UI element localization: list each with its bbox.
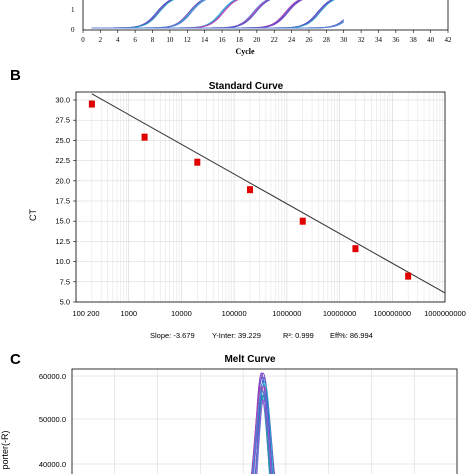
- panel-letter-c: C: [10, 351, 21, 368]
- r-squared-text: R²: 0.999: [283, 331, 314, 340]
- amplification-curve: [91, 0, 175, 29]
- a-xtick-label: 6: [133, 36, 137, 44]
- amplification-plot: 1 0 0 2 4 6 8 10 12 14 16 18 20 22 24 26 28 30 32 34 36 38 4…: [71, 0, 452, 56]
- b-ytick-label: 5.0: [60, 298, 70, 307]
- c-ytick-label: 40000.0: [39, 460, 66, 469]
- b-xtick-label: 10000: [171, 309, 192, 318]
- a-xtick-label: 32: [358, 36, 366, 44]
- a-xtick-label: 18: [236, 36, 244, 44]
- regression-line: [91, 93, 446, 294]
- b-xtick-label: 10000000: [323, 309, 356, 318]
- a-xtick-label: 28: [323, 36, 331, 44]
- melt-curve-line: [251, 372, 275, 474]
- melt-curve-line: [251, 390, 273, 474]
- b-xtick-label: 100 200: [72, 309, 99, 318]
- standard-point: [141, 133, 148, 141]
- y-intercept-text: Y-Inter: 39.229: [212, 331, 261, 340]
- standard-curve-title: Standard Curve: [209, 81, 284, 92]
- a-xtick-label: 40: [427, 36, 435, 44]
- standard-curve-plot-frame: [75, 91, 446, 303]
- b-ytick-label: 22.5: [55, 156, 70, 165]
- a-xtick-label: 10: [166, 36, 174, 44]
- melt-curve-line: [255, 381, 275, 474]
- standard-point: [247, 186, 254, 194]
- standard-curve-y-axis-label: CT: [28, 209, 38, 221]
- melt-curve-line: [256, 390, 273, 474]
- amplification-plot-area: [82, 0, 449, 31]
- a-xtick-label: 0: [81, 36, 85, 44]
- standard-point: [88, 100, 95, 108]
- b-ytick-label: 15.0: [55, 217, 70, 226]
- a-xtick-label: 30: [340, 36, 348, 44]
- a-xtick-label: 16: [219, 36, 227, 44]
- standard-point: [352, 245, 359, 253]
- b-ytick-label: 20.0: [55, 176, 70, 185]
- b-ytick-label: 27.5: [55, 116, 70, 125]
- melt-curve-line: [251, 385, 272, 474]
- a-xtick-label: 42: [445, 36, 453, 44]
- standard-point: [299, 217, 306, 225]
- amplification-curve: [91, 21, 344, 29]
- b-ytick-label: 25.0: [55, 136, 70, 145]
- b-xtick-label: 1000000000: [424, 309, 466, 318]
- b-xtick-label: 1000000: [272, 309, 301, 318]
- a-xtick-label: 20: [253, 36, 261, 44]
- b-xtick-label: 100000: [222, 309, 247, 318]
- a-xtick-label: 4: [116, 36, 120, 44]
- melt-curve-plot-frame: [71, 368, 458, 474]
- a-xtick-label: 34: [375, 36, 383, 44]
- a-xtick-label: 38: [410, 36, 418, 44]
- melt-curve-line: [255, 399, 273, 474]
- melt-curve-line: [255, 394, 271, 474]
- b-ytick-label: 7.5: [60, 277, 70, 286]
- a-xtick-label: 22: [271, 36, 279, 44]
- standard-point: [405, 272, 412, 280]
- melt-curve-line: [252, 376, 273, 474]
- a-xtick-label: 2: [99, 36, 103, 44]
- a-xtick-label: 14: [201, 36, 209, 44]
- melt-curve-line: [253, 385, 275, 474]
- c-ytick-label: 60000.0: [39, 372, 66, 381]
- efficiency-text: Eff%: 86.994: [330, 331, 373, 340]
- b-ytick-label: 10.0: [55, 257, 70, 266]
- a-xtick-label: 12: [184, 36, 192, 44]
- melt-curve-title: Melt Curve: [224, 354, 276, 365]
- melt-curve-line: [253, 399, 272, 474]
- b-ytick-label: 17.5: [55, 197, 70, 206]
- a-ytick-label: 0: [71, 26, 75, 34]
- melt-curve-panel: C Melt Curve 60000.0 50000.0 40000.0 por…: [0, 351, 458, 474]
- melt-curve-line: [254, 376, 273, 474]
- panel-letter-b: B: [10, 67, 21, 84]
- b-xtick-label: 1000: [120, 309, 137, 318]
- melt-curve-line: [252, 381, 274, 474]
- a-xtick-label: 26: [305, 36, 313, 44]
- b-ytick-label: 30.0: [55, 96, 70, 105]
- b-ytick-label: 12.5: [55, 237, 70, 246]
- a-x-axis-label: Cycle: [235, 47, 255, 56]
- slope-text: Slope: -3.679: [150, 331, 195, 340]
- standard-point: [194, 158, 201, 166]
- melt-curve-y-axis-label: porter(-R): [0, 430, 10, 469]
- a-xtick-label: 8: [151, 36, 155, 44]
- b-xtick-label: 100000000: [374, 309, 412, 318]
- a-ytick-label: 1: [71, 6, 75, 14]
- standard-curve-panel: B Standard Curve CT 30.0 27.5 25.0 22.5 20.0…: [10, 67, 466, 340]
- a-xtick-label: 24: [288, 36, 296, 44]
- melt-curve-line: [252, 372, 271, 474]
- a-xtick-label: 36: [392, 36, 400, 44]
- c-ytick-label: 50000.0: [39, 415, 66, 424]
